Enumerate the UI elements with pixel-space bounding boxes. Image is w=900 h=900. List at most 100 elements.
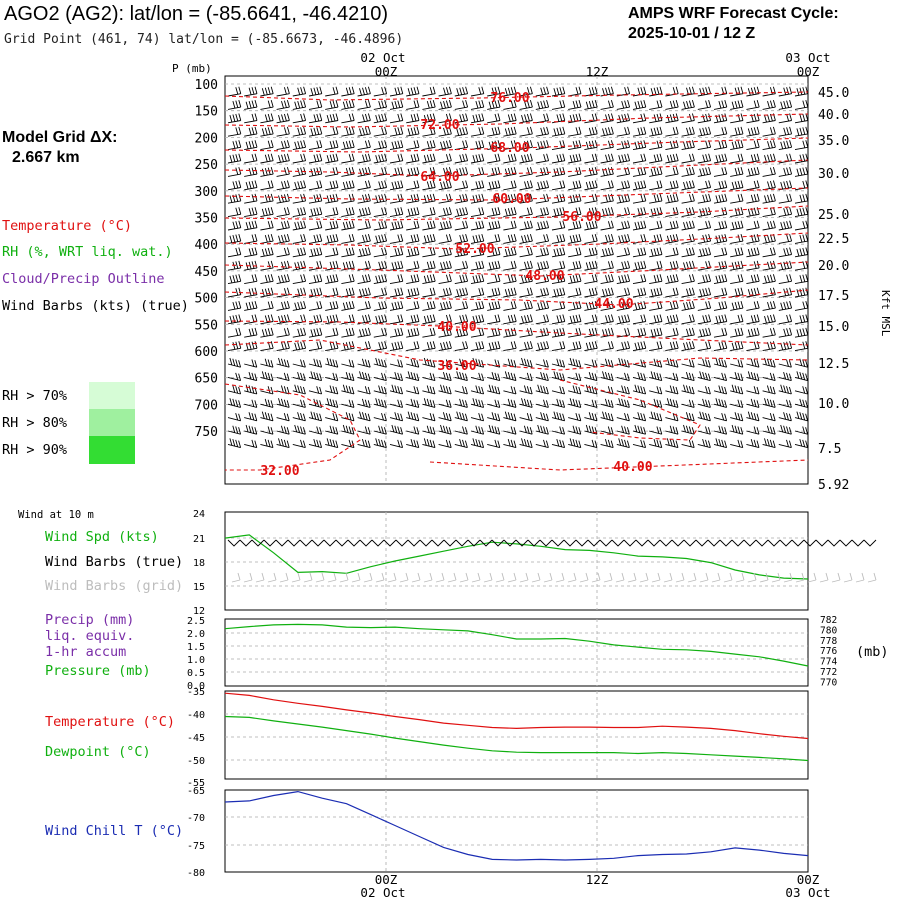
wind-barb bbox=[681, 399, 695, 408]
wind-barb bbox=[762, 438, 776, 449]
wind-barb bbox=[746, 426, 760, 435]
wind10-true-barbs bbox=[227, 539, 877, 547]
wind-barb bbox=[227, 260, 242, 271]
wind-barb bbox=[406, 314, 420, 325]
wind-barb bbox=[373, 166, 388, 177]
wind-barb bbox=[487, 166, 501, 177]
wind-barb bbox=[487, 439, 501, 449]
wind-barb bbox=[389, 233, 404, 244]
wind-barb bbox=[584, 341, 598, 352]
wind-barb bbox=[632, 287, 647, 298]
wind-barb bbox=[438, 327, 452, 338]
wind-barb bbox=[470, 372, 485, 382]
wind-barb bbox=[600, 371, 614, 382]
wind-barb bbox=[632, 220, 647, 231]
wind-barb bbox=[244, 439, 258, 449]
wind10-barb bbox=[311, 539, 325, 547]
legend-rh80-swatch bbox=[89, 409, 135, 436]
wind-barb bbox=[357, 166, 371, 177]
temperature-contour bbox=[224, 91, 809, 101]
wind-barb bbox=[260, 327, 274, 338]
kft-tick-label: 5.92 bbox=[818, 478, 849, 493]
wind-barb bbox=[730, 166, 744, 177]
wind-barb bbox=[519, 398, 533, 408]
wind-barb bbox=[325, 327, 339, 338]
wind-barb bbox=[373, 274, 388, 285]
wind-barb bbox=[681, 274, 695, 285]
wind-barb bbox=[308, 358, 323, 368]
wind-barb bbox=[713, 398, 728, 408]
wind-barb bbox=[341, 207, 355, 218]
wind-barb bbox=[600, 193, 614, 204]
wind-barb bbox=[244, 140, 258, 151]
wind-barb bbox=[422, 86, 436, 97]
y-tick-label: 12 bbox=[193, 606, 205, 617]
wind-barb bbox=[389, 126, 404, 137]
wind-barb bbox=[600, 438, 614, 449]
wind-barb bbox=[778, 399, 792, 408]
wind-barb bbox=[681, 424, 695, 435]
wind-barb bbox=[535, 384, 549, 395]
wind10-barb bbox=[671, 539, 685, 547]
wind10-grid-barb bbox=[747, 572, 757, 583]
wind-barb bbox=[584, 99, 598, 110]
wind-barb bbox=[632, 412, 647, 422]
wind-barb bbox=[584, 359, 598, 368]
wind-barb bbox=[227, 287, 242, 298]
wind-barb bbox=[568, 260, 582, 271]
wind-barb bbox=[600, 99, 614, 110]
wind-barb bbox=[665, 140, 679, 151]
wind-barb bbox=[600, 398, 614, 408]
wind-barb bbox=[778, 86, 793, 97]
wind-barb bbox=[454, 438, 468, 449]
wind-barb bbox=[260, 140, 274, 151]
wind-barb bbox=[681, 113, 695, 124]
wind10-grid-barb bbox=[663, 572, 673, 583]
wind10-grid-barb bbox=[363, 572, 373, 583]
wind10-barb bbox=[779, 539, 793, 547]
wind-barb bbox=[341, 359, 355, 368]
wind-barb bbox=[276, 113, 290, 124]
wind-barb bbox=[649, 398, 663, 408]
wind-barb bbox=[697, 426, 711, 435]
wind-barb bbox=[697, 180, 712, 191]
wind-barb bbox=[681, 207, 695, 218]
temperature-contour bbox=[224, 159, 809, 177]
wind10-grid-barb bbox=[519, 572, 529, 583]
wind-barb bbox=[551, 193, 566, 204]
wind-barb bbox=[762, 233, 776, 244]
wind-barb bbox=[276, 233, 290, 244]
wind-barb bbox=[454, 341, 469, 352]
wind10-barb bbox=[587, 539, 601, 547]
wind-barb bbox=[551, 438, 566, 449]
wind10-barb bbox=[623, 539, 637, 547]
wind-barb bbox=[470, 207, 485, 218]
wind-barb bbox=[794, 247, 809, 258]
wind-barb bbox=[454, 314, 469, 325]
wind-barb bbox=[697, 113, 712, 124]
wind-barb bbox=[746, 126, 760, 137]
wind-barb bbox=[616, 86, 631, 97]
wind-barb bbox=[697, 86, 712, 97]
wind-barb bbox=[681, 300, 695, 311]
wind-barb bbox=[632, 399, 647, 408]
wind-barb bbox=[632, 180, 647, 191]
temperature-contour bbox=[559, 379, 701, 441]
date-label-bottom: 02 Oct bbox=[360, 885, 405, 900]
wind10-barb bbox=[431, 539, 445, 547]
wind-barb bbox=[568, 140, 582, 151]
wind-barb bbox=[616, 341, 631, 352]
wind-barb bbox=[535, 207, 550, 218]
wind-barb bbox=[373, 438, 387, 449]
wind-barb bbox=[746, 358, 760, 368]
wind-barb bbox=[406, 86, 420, 97]
wind-barb bbox=[308, 386, 323, 395]
wind-barb bbox=[762, 314, 776, 325]
wind-barb bbox=[503, 314, 517, 325]
wind-barb bbox=[778, 207, 793, 218]
wind-barb bbox=[762, 287, 776, 298]
wind-barb bbox=[244, 153, 258, 164]
wind-barb bbox=[794, 358, 809, 368]
legend-wind-chill: Wind Chill T (°C) bbox=[45, 823, 184, 839]
wind-barb bbox=[535, 220, 550, 231]
